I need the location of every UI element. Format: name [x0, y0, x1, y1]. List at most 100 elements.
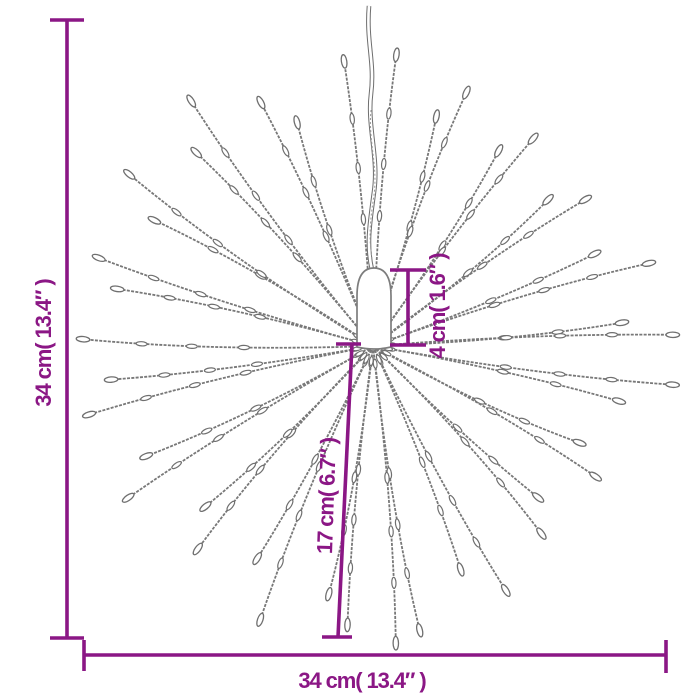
led-bulb — [549, 381, 562, 388]
branch-tip — [500, 583, 511, 597]
led-bulb — [440, 136, 448, 149]
led-bulb — [295, 509, 303, 522]
dimension-label-plug-height: 4 cm( 1.6″ ) — [425, 253, 450, 359]
led-bulb — [135, 341, 148, 347]
led-bulb — [285, 499, 294, 511]
dimension-lines — [50, 18, 668, 673]
branch-wire — [190, 100, 374, 347]
led-bulb — [347, 562, 354, 575]
led-bulb — [485, 297, 497, 305]
led-bulb — [140, 394, 152, 402]
led-bulb — [424, 450, 433, 463]
led-bulb — [349, 112, 355, 125]
led-bulb — [394, 518, 401, 531]
led-bulb — [496, 368, 509, 375]
dimension-label-branch-length: 17 cm( 6.7″ ) — [311, 437, 342, 555]
led-bulb — [226, 500, 236, 511]
branch-tip — [147, 215, 162, 225]
branch-wire — [82, 338, 374, 349]
led-bulb — [466, 209, 475, 220]
branch-tip — [109, 285, 125, 293]
branch-tip — [531, 492, 545, 503]
led-bulb — [382, 350, 392, 357]
led-bulb — [391, 576, 397, 589]
branch-tip — [256, 95, 266, 110]
branch-wire — [372, 345, 507, 591]
branch-tip — [256, 612, 265, 627]
branch-tip — [641, 259, 657, 267]
branch-wire — [128, 173, 374, 347]
led-bulb — [282, 145, 290, 157]
led-bulb — [256, 269, 267, 279]
branch-wire — [117, 288, 374, 347]
branch-wire — [346, 345, 374, 625]
dimension-line-width — [82, 640, 668, 673]
branch-tip — [123, 168, 136, 180]
led-bulb — [302, 186, 310, 199]
branch-tip — [614, 319, 630, 327]
branch-wire — [372, 345, 620, 402]
branch-tip — [578, 194, 593, 205]
branch-wire — [372, 345, 421, 631]
branch-wire — [154, 219, 374, 347]
led-bulb — [379, 352, 388, 361]
led-bulb — [372, 358, 378, 369]
branch-wire — [372, 345, 543, 535]
led-bulb — [418, 456, 426, 468]
branch-tip — [665, 381, 681, 389]
branch-tip — [587, 249, 602, 259]
led-bulb — [250, 361, 264, 368]
led-bulb — [437, 504, 444, 517]
led-bulb — [486, 407, 498, 416]
led-bulb — [553, 371, 566, 377]
led-bulb — [250, 404, 262, 412]
led-bulb — [534, 435, 545, 444]
led-bulb — [464, 197, 473, 209]
led-bulb — [554, 333, 567, 339]
led-bulb — [472, 536, 481, 548]
led-bulb — [419, 170, 426, 183]
led-bulb — [359, 352, 368, 361]
led-bulb — [532, 276, 544, 284]
led-bulb — [462, 268, 474, 278]
branch-tip — [392, 635, 400, 651]
led-bulb — [322, 230, 330, 243]
branch-wire — [372, 92, 468, 347]
branch-tip — [252, 552, 263, 566]
led-bulb — [406, 225, 414, 238]
led-bulb — [351, 513, 357, 526]
branch-wire — [372, 262, 650, 347]
led-bulb — [500, 334, 513, 341]
branch-tip — [344, 617, 351, 633]
led-bulb — [355, 350, 365, 357]
led-bulb — [221, 147, 230, 158]
branch-tip — [462, 85, 471, 100]
led-bulb — [310, 175, 317, 188]
branch-tip — [190, 146, 203, 159]
led-bulb — [404, 567, 411, 580]
branch-tip — [415, 623, 424, 638]
led-bulb — [246, 462, 257, 472]
branch-wire — [98, 257, 374, 347]
led-bulb — [448, 494, 457, 506]
led-bulb — [203, 367, 216, 373]
branch-wire — [372, 345, 580, 444]
led-bulb — [292, 252, 302, 263]
branch-tip — [91, 253, 106, 263]
branch-tip — [542, 193, 554, 206]
branch-tip — [192, 542, 204, 556]
branch-wire — [372, 345, 673, 386]
led-bulb — [256, 406, 268, 415]
branch-wire — [372, 333, 673, 347]
cord-core — [367, 5, 377, 271]
dimension-line-height — [50, 18, 84, 640]
led-bulb — [452, 423, 463, 433]
branch-wire — [372, 345, 539, 499]
led-bulb — [201, 427, 213, 435]
led-bulb — [188, 382, 201, 389]
led-bulb — [605, 376, 618, 383]
led-bulb — [237, 344, 250, 351]
branch-tip — [293, 115, 301, 130]
